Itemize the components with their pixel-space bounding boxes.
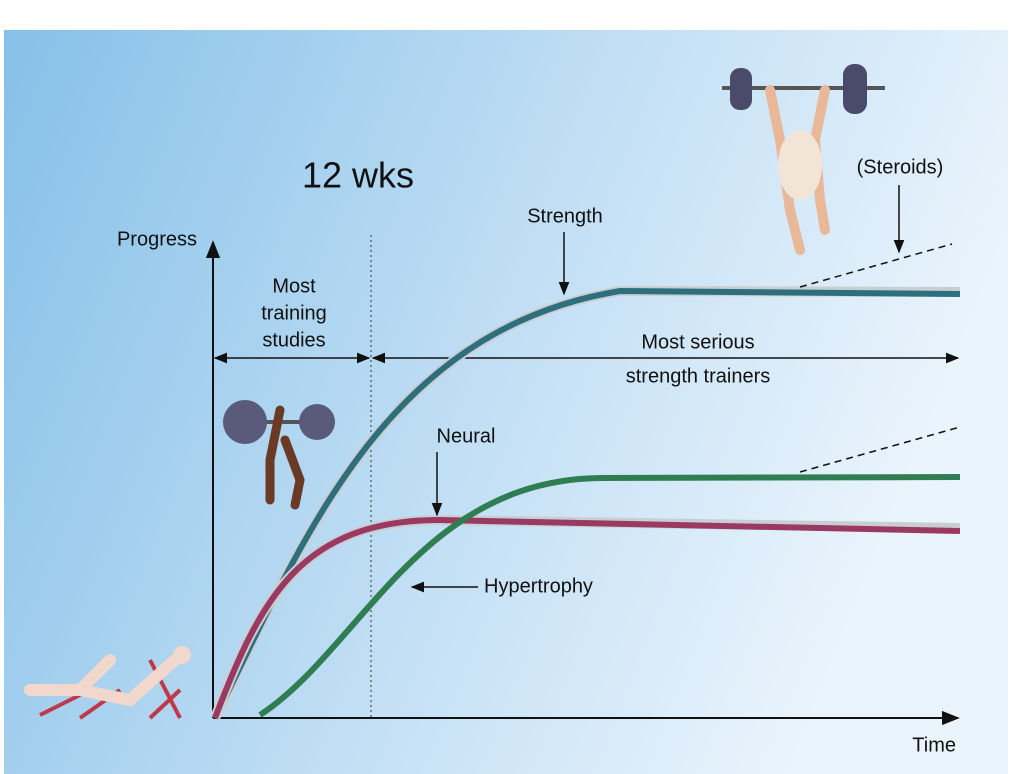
y-axis-label: Progress [117,228,197,250]
neural-curve [212,516,961,720]
background [4,30,1008,774]
curve-label: (Steroids) [857,156,944,178]
steroid-line [799,243,953,288]
zone-label: Most [272,275,316,297]
zone-label: training [261,302,327,324]
lifter-icon [722,64,885,255]
title: 12 wks [302,155,414,196]
curve-label: Hypertrophy [484,575,593,597]
zone-label: strength trainers [626,365,771,387]
curve-label: Strength [527,205,603,227]
resting-icon [24,646,191,720]
curve-label: Neural [437,425,496,447]
squat-icon [223,400,335,510]
x-axis-label: Time [912,734,956,756]
zone-label: Most serious [641,331,754,353]
zone-label: studies [262,329,325,351]
steroid-line [799,426,961,473]
hypertrophy-curve [258,474,961,718]
